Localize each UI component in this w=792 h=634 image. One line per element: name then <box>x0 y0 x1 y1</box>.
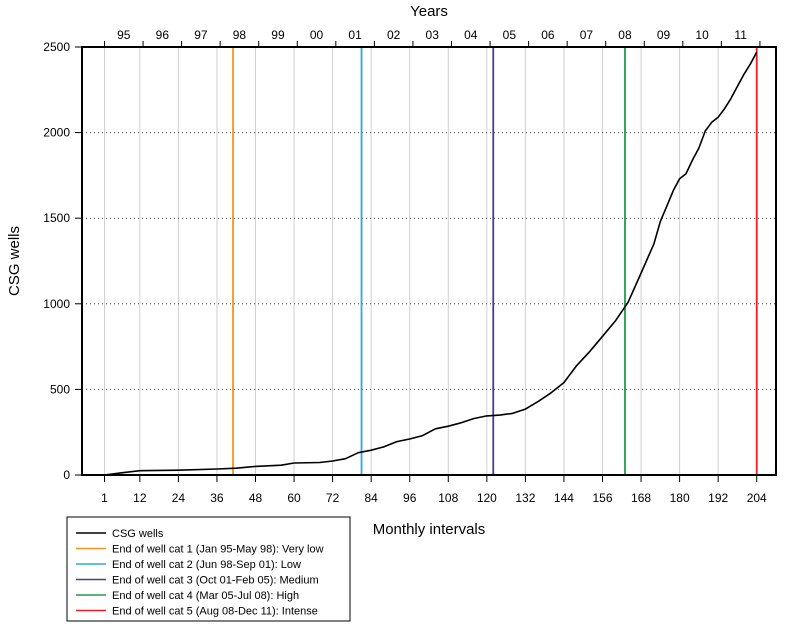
x-tick-label: 180 <box>670 491 690 505</box>
plot-frame <box>81 46 777 476</box>
top-tick-label: 08 <box>618 28 632 42</box>
x-tick-label: 48 <box>249 491 263 505</box>
y-tick-label: 2500 <box>43 40 70 54</box>
y-axis-title: CSG wells <box>6 226 23 296</box>
top-tick-label: 99 <box>271 28 285 42</box>
series-lines <box>104 51 758 476</box>
x-tick-label: 192 <box>708 491 728 505</box>
legend-label: End of well cat 3 (Oct 01-Feb 05): Mediu… <box>112 575 319 587</box>
x-tick-label: 36 <box>210 491 224 505</box>
x-axis-title: Monthly intervals <box>373 521 486 538</box>
x-tick-label: 60 <box>287 491 301 505</box>
category-end-lines <box>232 47 758 475</box>
legend-items: CSG wells End of well cat 1 (Jan 95-May 9… <box>76 528 324 618</box>
top-tick-label: 11 <box>734 28 747 42</box>
legend-label: End of well cat 4 (Mar 05-Jul 08): High <box>112 590 299 602</box>
legend-label: End of well cat 1 (Jan 95-May 98): Very … <box>112 544 324 556</box>
top-tick-label: 05 <box>503 28 517 42</box>
x-tick-label: 168 <box>631 491 651 505</box>
top-tick-label: 04 <box>464 28 478 42</box>
legend-label: End of well cat 5 (Aug 08-Dec 11): Inten… <box>112 606 318 618</box>
legend: CSG wells End of well cat 1 (Jan 95-May 9… <box>66 516 351 622</box>
top-axis-title: Years <box>410 3 448 20</box>
x-tick-label: 120 <box>477 491 497 505</box>
x-tick-label: 96 <box>403 491 417 505</box>
top-axis-ticks: 95 96 97 98 99 00 01 02 03 04 05 06 07 08 09 10 11 <box>103 28 761 47</box>
x-tick-label: 132 <box>515 491 535 505</box>
x-tick-label: 144 <box>554 491 574 505</box>
y-tick-label: 0 <box>63 468 70 482</box>
top-tick-label: 97 <box>194 28 208 42</box>
top-tick-label: 96 <box>156 28 170 42</box>
top-tick-label: 07 <box>580 28 594 42</box>
top-tick-label: 02 <box>387 28 401 42</box>
legend-label: End of well cat 2 (Jun 98-Sep 01): Low <box>112 559 301 571</box>
y-axis-ticks: 0 500 1000 1500 2000 2500 <box>43 40 82 482</box>
top-tick-label: 01 <box>348 28 362 42</box>
x-tick-label: 84 <box>364 491 378 505</box>
top-tick-label: 95 <box>117 28 131 42</box>
x-tick-label: 204 <box>747 491 767 505</box>
grid-lines <box>82 46 776 475</box>
x-tick-label: 156 <box>592 491 612 505</box>
top-tick-label: 09 <box>657 28 671 42</box>
y-tick-label: 2000 <box>43 126 70 140</box>
x-tick-label: 108 <box>438 491 458 505</box>
x-tick-label: 72 <box>326 491 340 505</box>
x-tick-label: 12 <box>133 491 147 505</box>
y-tick-label: 500 <box>50 382 70 396</box>
legend-label: CSG wells <box>112 528 164 540</box>
top-tick-label: 98 <box>233 28 247 42</box>
y-tick-label: 1500 <box>43 211 70 225</box>
x-tick-label: 1 <box>101 491 108 505</box>
top-tick-label: 03 <box>426 28 440 42</box>
x-tick-label: 24 <box>172 491 186 505</box>
top-tick-label: 06 <box>541 28 555 42</box>
y-tick-label: 1000 <box>43 297 70 311</box>
top-tick-label: 00 <box>310 28 324 42</box>
top-tick-label: 10 <box>695 28 709 42</box>
csg-wells-line <box>104 51 758 476</box>
legend-box <box>66 516 351 622</box>
x-axis-ticks: 1 12 24 36 48 60 72 84 96 108 120 132 144 156 168 180 19… <box>101 475 767 505</box>
